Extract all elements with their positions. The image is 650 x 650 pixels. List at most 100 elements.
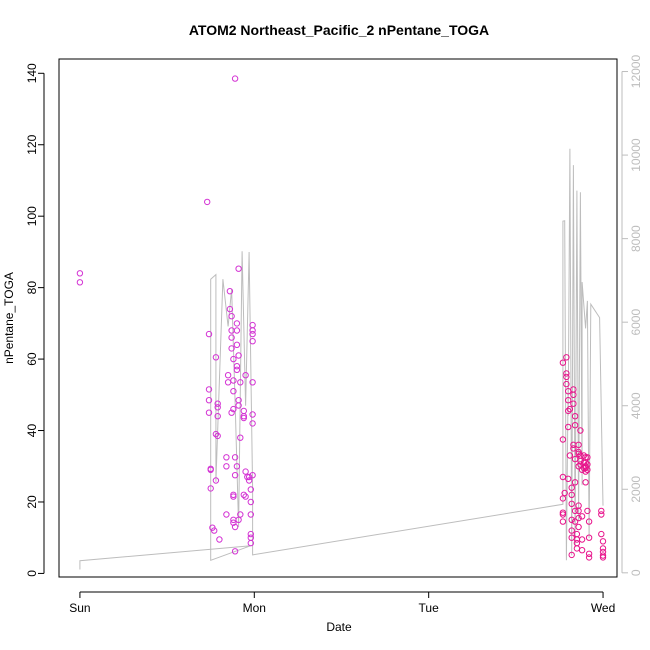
data-point [224,372,232,379]
data-point [585,534,593,541]
data-point [578,536,586,543]
data-point [212,430,220,438]
data-point [565,475,572,482]
data-point [582,468,589,475]
data-point [571,413,579,420]
data-point [566,452,574,459]
data-point [231,75,239,82]
data-point [214,400,221,407]
data-point [584,454,591,461]
data-point [565,397,572,404]
data-point [230,377,237,384]
data-point [237,379,244,386]
y2-tick-label: 6000 [629,309,643,336]
data-point [223,454,230,461]
data-point [230,355,237,363]
y-tick-label: 0 [25,570,39,577]
data-point [573,545,581,552]
data-point [598,511,605,518]
data-point [575,441,582,448]
data-point [233,320,241,327]
data-point [230,405,237,413]
data-point [559,495,567,502]
data-point [249,472,256,479]
data-point [565,423,572,431]
data-point [212,354,220,361]
chart-title: ATOM2 Northeast_Pacific_2 nPentane_TOGA [189,22,489,38]
data-point [211,527,218,534]
data-point [584,466,591,473]
y-tick-label: 80 [25,281,39,295]
x-tick-label: Sun [69,601,90,615]
data-point [245,477,253,484]
data-point [240,407,248,415]
data-point [565,407,572,415]
data-point [235,265,242,272]
data-point [571,518,579,525]
data-point [249,411,256,418]
y2-tick-label: 0 [629,569,643,576]
data-point [582,479,589,486]
y-tick-label: 20 [25,495,39,509]
data-point [205,397,213,404]
data-point [578,547,586,554]
data-point [575,507,582,515]
y2-axis: 0 2000 4000 6000 8000 10000 12000 [621,55,643,576]
data-point [568,491,575,498]
data-point [233,366,241,373]
data-point [580,452,588,459]
data-point [233,363,241,370]
x-tick-label: Tue [419,601,440,615]
data-point [247,511,255,518]
x-tick-label: Mon [243,601,266,615]
data-point [240,491,248,498]
data-point [242,372,249,379]
data-point [245,473,253,481]
series-line [79,148,604,570]
data-point [240,414,248,422]
data-point [575,523,582,531]
data-point [578,513,586,520]
y2-tick-label: 8000 [629,225,643,252]
data-point [242,493,249,500]
data-point [570,445,577,452]
data-point [566,405,574,413]
y2-tick-label: 2000 [629,476,643,503]
data-point [240,413,248,420]
series-line-path [79,148,604,570]
data-point [247,486,255,493]
data-point [214,404,221,411]
data-point [561,489,568,497]
data-point [226,288,234,295]
data-point [249,420,256,427]
data-point [568,516,575,523]
data-point [577,427,584,434]
data-point [575,448,582,456]
data-point [247,539,255,547]
data-point [228,345,235,352]
data-point [571,479,579,486]
data-point [228,327,235,334]
data-point [568,527,575,534]
data-point [231,454,239,461]
data-point [571,507,579,515]
data-point [237,434,244,441]
data-point [568,484,575,491]
x-axis-label: Date [326,620,352,634]
data-point [585,554,593,561]
data-point [249,379,256,386]
data-point [575,514,582,522]
data-point [230,491,237,498]
y-axis: 0 20 40 60 80 100 120 140 [25,63,45,577]
data-point [233,327,241,334]
data-point [568,551,575,559]
data-point [228,334,235,341]
data-point [247,498,255,506]
data-point [563,354,570,361]
data-point [228,313,235,320]
y2-tick-label: 10000 [629,138,643,172]
data-point [559,518,567,525]
data-point [584,507,591,515]
data-point [231,548,239,555]
data-point [559,509,567,516]
